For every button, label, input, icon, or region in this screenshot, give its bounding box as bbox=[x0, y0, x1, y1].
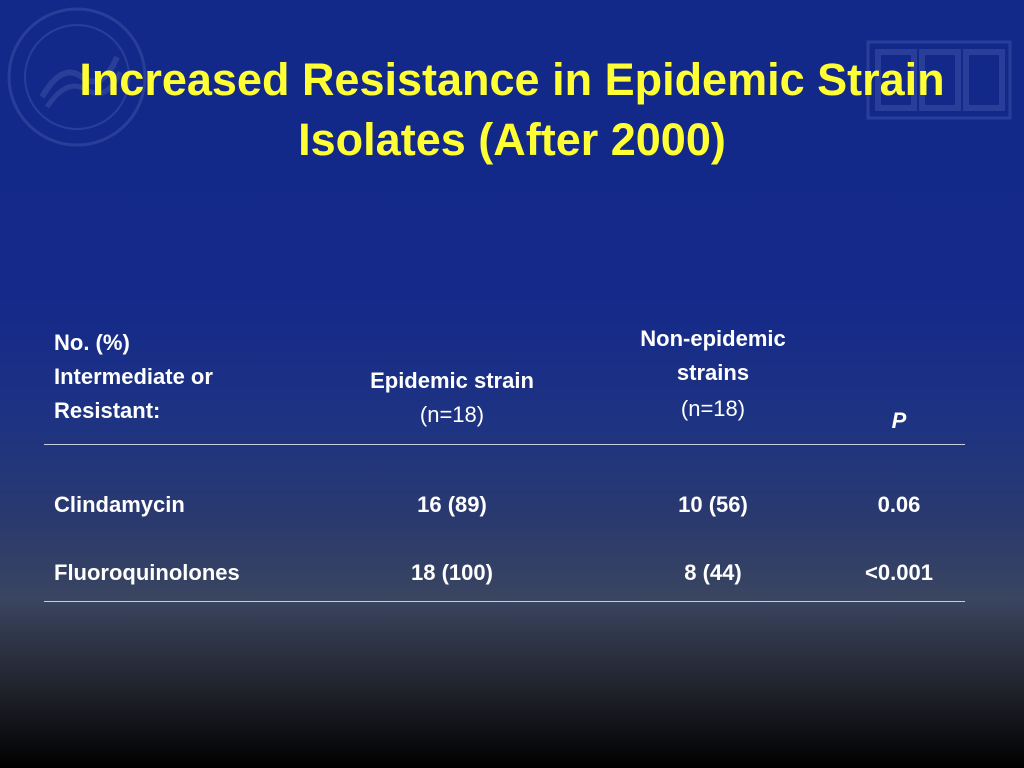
table-bottom-divider bbox=[44, 601, 965, 602]
slide-title-line-1: Increased Resistance in Epidemic Strain bbox=[79, 54, 945, 105]
hhs-seal-watermark bbox=[7, 7, 147, 147]
header-measure-line: Resistant: bbox=[54, 398, 161, 423]
row-drug: Fluoroquinolones bbox=[54, 560, 240, 585]
slide-title-line-2: Isolates (After 2000) bbox=[298, 114, 726, 165]
header-epidemic-strain: Epidemic strain (n=18) bbox=[334, 364, 570, 432]
slide-title: Increased Resistance in Epidemic Strain … bbox=[0, 50, 1024, 170]
header-measure-line: No. (%) bbox=[54, 330, 130, 355]
row-epidemic-value: 18 (100) bbox=[411, 560, 493, 585]
row-drug: Clindamycin bbox=[54, 492, 185, 517]
row-non-epidemic-value: 10 (56) bbox=[678, 492, 748, 517]
table-header: No. (%) Intermediate or Resistant: Epide… bbox=[44, 320, 965, 444]
header-epidemic-label: Epidemic strain bbox=[370, 368, 534, 393]
header-non-epidemic-line: strains bbox=[676, 360, 750, 385]
resistance-table: No. (%) Intermediate or Resistant: Epide… bbox=[44, 320, 965, 602]
header-measure-line: Intermediate or bbox=[54, 364, 213, 389]
header-non-epidemic-n: (n=18) bbox=[680, 396, 746, 421]
header-epidemic-n: (n=18) bbox=[419, 402, 485, 427]
row-p-value: <0.001 bbox=[865, 560, 933, 585]
header-measure-label: No. (%) Intermediate or Resistant: bbox=[54, 326, 294, 428]
table-row: Clindamycin 16 (89) 10 (56) 0.06 bbox=[44, 445, 965, 521]
header-non-epidemic-strains: Non-epidemic strains (n=18) bbox=[599, 322, 827, 426]
cdc-logo-watermark bbox=[866, 40, 1012, 120]
row-epidemic-value: 16 (89) bbox=[417, 492, 487, 517]
row-p-value: 0.06 bbox=[877, 492, 921, 517]
header-p-value: P bbox=[891, 408, 907, 433]
header-divider bbox=[44, 444, 965, 445]
row-non-epidemic-value: 8 (44) bbox=[684, 560, 742, 585]
table-row: Fluoroquinolones 18 (100) 8 (44) <0.001 bbox=[44, 521, 965, 601]
header-non-epidemic-line: Non-epidemic bbox=[640, 326, 786, 351]
